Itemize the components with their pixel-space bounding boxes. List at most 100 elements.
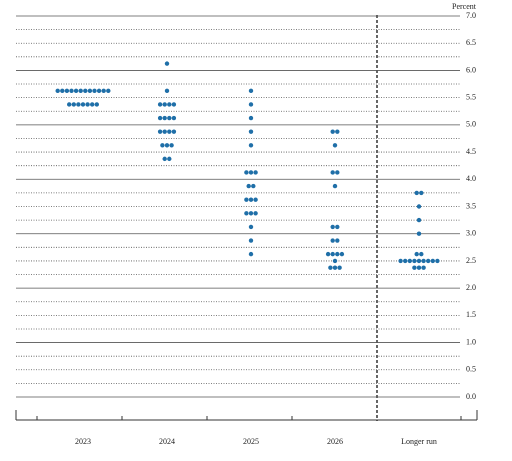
dot [330, 238, 335, 243]
dot [416, 204, 422, 209]
dot [328, 265, 333, 270]
dot [248, 115, 254, 121]
dot [414, 251, 419, 257]
dot [248, 211, 254, 216]
dot [101, 88, 106, 94]
dot [325, 251, 331, 257]
dot [332, 265, 338, 270]
dot [430, 258, 435, 264]
dot [169, 143, 174, 148]
x-tick-label: 2026 [327, 437, 343, 446]
dot [171, 102, 177, 107]
dot [335, 224, 340, 230]
dot [416, 217, 422, 223]
dot [171, 115, 177, 121]
dot [335, 170, 340, 175]
y-tick-label: 5.0 [466, 120, 476, 129]
dot [335, 238, 340, 243]
dot [398, 258, 403, 264]
dot [164, 143, 170, 148]
y-axis-label: Percent [452, 2, 477, 11]
dot [94, 102, 100, 107]
dot [248, 224, 254, 230]
dot [244, 211, 249, 216]
dot [162, 115, 167, 121]
x-tick-label: 2023 [75, 437, 91, 446]
dot [421, 265, 426, 270]
y-tick-label: 7.0 [466, 11, 476, 20]
dot [248, 238, 254, 243]
x-tick-label: 2025 [243, 437, 259, 446]
dot [335, 251, 340, 257]
dot [330, 129, 335, 134]
dot [171, 129, 177, 134]
dot [60, 88, 65, 94]
dot [412, 258, 417, 264]
dot [55, 88, 60, 94]
dot [435, 258, 440, 264]
y-tick-label: 1.0 [466, 337, 476, 346]
y-tick-label: 0.0 [466, 392, 476, 401]
dot [330, 251, 335, 257]
dot [248, 88, 254, 94]
dot [414, 190, 419, 196]
dot [90, 102, 95, 107]
dot [244, 197, 249, 202]
dot [253, 170, 258, 175]
dot [69, 88, 74, 94]
dot [167, 102, 172, 107]
dot [160, 143, 165, 148]
dot [87, 88, 93, 94]
dot [419, 190, 424, 196]
dot [248, 251, 254, 257]
dot [164, 61, 170, 66]
x-axis-ticks [15, 410, 478, 420]
dot [96, 88, 102, 94]
dot [76, 102, 81, 107]
dot [407, 258, 412, 264]
dot [80, 102, 86, 107]
dot [248, 102, 254, 107]
dot [330, 170, 335, 175]
y-tick-label: 3.5 [466, 201, 476, 210]
dot [167, 115, 172, 121]
dot [330, 224, 335, 230]
dot [335, 129, 340, 134]
dot [339, 251, 345, 257]
dot [248, 129, 254, 134]
dot [416, 258, 422, 264]
dot [67, 102, 72, 107]
dot [253, 197, 258, 202]
dot [162, 129, 167, 134]
y-tick-label: 2.5 [466, 256, 476, 265]
dot [403, 258, 408, 264]
dot [332, 143, 338, 148]
dot [337, 265, 342, 270]
dot [248, 197, 254, 202]
y-tick-label: 1.5 [466, 310, 476, 319]
dot [244, 170, 249, 175]
dot [78, 88, 83, 94]
dot [71, 102, 77, 107]
dot [248, 170, 254, 175]
x-tick-label: Longer run [401, 437, 437, 446]
dot [85, 102, 90, 107]
dot [157, 129, 163, 134]
x-tick-label: 2024 [159, 437, 175, 446]
y-tick-label: 0.5 [466, 365, 476, 374]
dot [253, 211, 258, 216]
dot [92, 88, 97, 94]
dot [332, 258, 338, 264]
dot [167, 129, 172, 134]
dot [157, 102, 163, 107]
dot [248, 143, 254, 148]
dot [83, 88, 88, 94]
y-tick-label: 4.5 [466, 147, 476, 156]
dot [157, 115, 163, 121]
y-tick-label: 3.0 [466, 229, 476, 238]
dot [162, 156, 167, 162]
dot [251, 183, 256, 189]
dot [421, 258, 426, 264]
dot [416, 231, 422, 236]
